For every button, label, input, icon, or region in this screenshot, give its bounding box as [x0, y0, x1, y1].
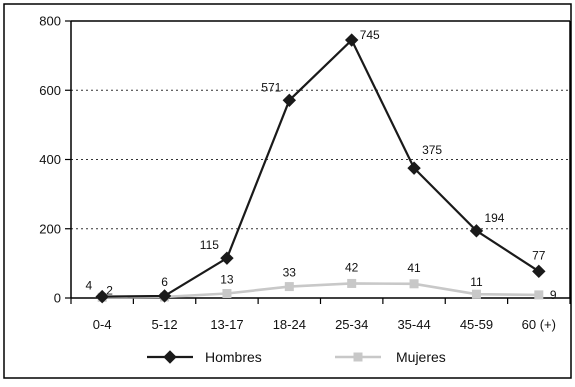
data-point-hombres — [344, 33, 359, 47]
data-label-hombres: 6 — [161, 275, 168, 289]
data-point-mujeres — [284, 282, 294, 292]
data-point-hombres — [157, 289, 172, 303]
series-line-mujeres — [102, 282, 539, 299]
x-tick-label: 35-44 — [397, 317, 430, 332]
x-tick-label: 18-24 — [273, 317, 306, 332]
data-point-mujeres — [471, 289, 481, 299]
y-tick-label: 200 — [39, 221, 61, 236]
data-point-hombres — [282, 93, 297, 107]
x-tick-label: 45-59 — [460, 317, 493, 332]
y-tick-label: 600 — [39, 83, 61, 98]
data-label-mujeres: 41 — [407, 261, 421, 275]
data-label-hombres: 115 — [200, 238, 219, 252]
data-label-mujeres: 13 — [220, 272, 234, 286]
y-tick-label: 0 — [54, 291, 61, 306]
y-tick-label: 800 — [39, 14, 61, 29]
legend-label-mujeres: Mujeres — [396, 349, 446, 365]
data-point-hombres — [220, 251, 234, 265]
data-label-mujeres: 2 — [106, 283, 113, 297]
x-tick-label: 0-4 — [93, 317, 112, 332]
data-label-hombres: 4 — [86, 279, 93, 293]
series-line-hombres — [102, 38, 540, 298]
data-point-mujeres — [347, 278, 357, 288]
data-point-mujeres — [409, 279, 419, 289]
data-label-hombres: 194 — [484, 211, 504, 225]
chart-border — [3, 3, 572, 379]
x-tick-label: 13-17 — [210, 317, 243, 332]
data-label-mujeres: 9 — [550, 288, 557, 302]
data-label-hombres: 571 — [261, 80, 281, 94]
data-point-hombres — [95, 289, 109, 304]
x-tick-label: 60 (+) — [522, 317, 556, 332]
data-point-hombres — [407, 161, 421, 175]
data-label-hombres: 77 — [532, 248, 546, 262]
data-label-mujeres: 33 — [283, 266, 297, 280]
data-label-hombres: 745 — [360, 28, 380, 42]
x-tick-label: 5-12 — [152, 317, 178, 332]
data-point-mujeres — [534, 290, 544, 300]
legend-marker-hombres — [163, 350, 177, 364]
data-point-hombres — [469, 224, 484, 238]
y-tick-label: 400 — [39, 152, 61, 167]
data-label-hombres: 375 — [422, 143, 442, 157]
x-tick-label: 25-34 — [335, 317, 368, 332]
data-label-mujeres: 11 — [470, 275, 483, 289]
data-point-hombres — [532, 264, 546, 279]
data-label-mujeres: 42 — [345, 260, 359, 274]
data-point-mujeres — [222, 288, 232, 298]
legend-label-hombres: Hombres — [205, 349, 262, 365]
legend-marker-mujeres — [353, 352, 363, 362]
